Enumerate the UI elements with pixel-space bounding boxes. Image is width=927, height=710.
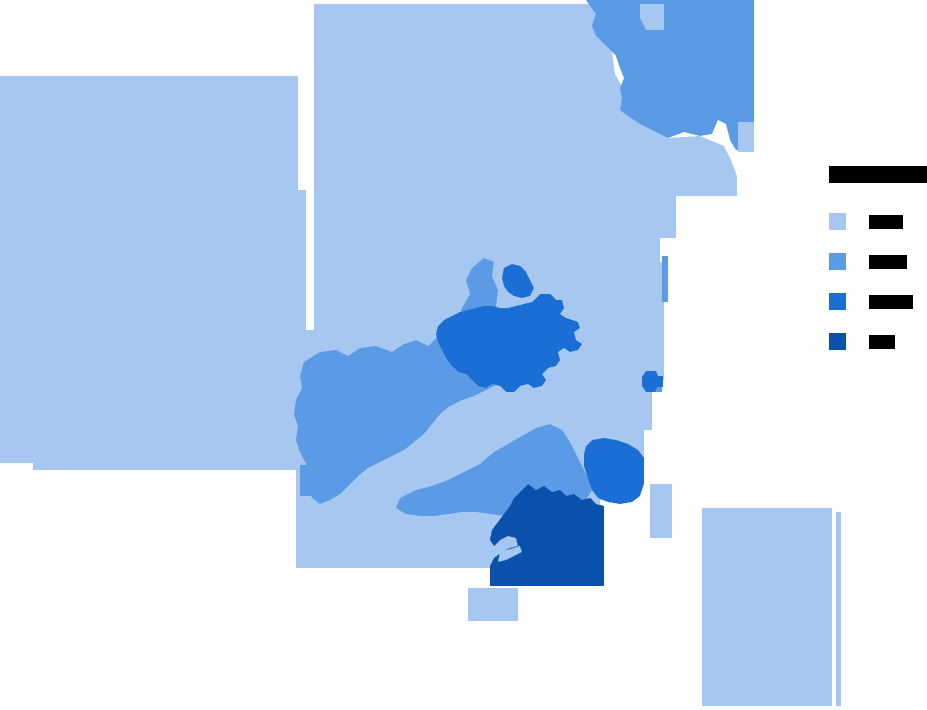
legend-label-redaction-bar-1 (869, 254, 907, 269)
map-legend (829, 166, 927, 373)
legend-swatch-0 (829, 213, 846, 230)
region-w-small-square[interactable] (300, 465, 312, 496)
legend-item-1[interactable] (829, 253, 927, 270)
region-se-region[interactable] (584, 438, 644, 504)
legend-label-redaction-bar-2 (869, 294, 913, 309)
region-ne-block[interactable] (586, 0, 754, 150)
region-ne-notch[interactable] (640, 4, 664, 30)
region-s-core-notch[interactable] (498, 546, 522, 562)
legend-swatch-3 (829, 333, 846, 350)
region-e-strip[interactable] (650, 484, 672, 538)
legend-title-redaction-bar (829, 166, 927, 183)
legend-item-3[interactable] (829, 333, 927, 350)
legend-label-redaction-bar-0 (869, 214, 903, 229)
map-regions-class-3 (490, 484, 604, 586)
region-ne-corner-light[interactable] (738, 122, 754, 152)
region-s-core[interactable] (490, 484, 604, 586)
map-regions-class-2 (436, 264, 663, 504)
region-se-inset-block[interactable] (702, 508, 832, 706)
region-central-core[interactable] (436, 264, 582, 392)
region-nw-block[interactable] (0, 76, 306, 463)
legend-swatch-2 (829, 293, 846, 310)
region-se-inset-right-strip[interactable] (836, 512, 841, 706)
region-s-small-square[interactable] (468, 588, 518, 621)
region-e-upper-sliver[interactable] (662, 256, 668, 302)
region-e-enclave[interactable] (642, 371, 663, 392)
legend-swatch-1 (829, 253, 846, 270)
legend-label-redaction-bar-3 (869, 334, 895, 349)
legend-item-2[interactable] (829, 293, 927, 310)
legend-item-0[interactable] (829, 213, 927, 230)
